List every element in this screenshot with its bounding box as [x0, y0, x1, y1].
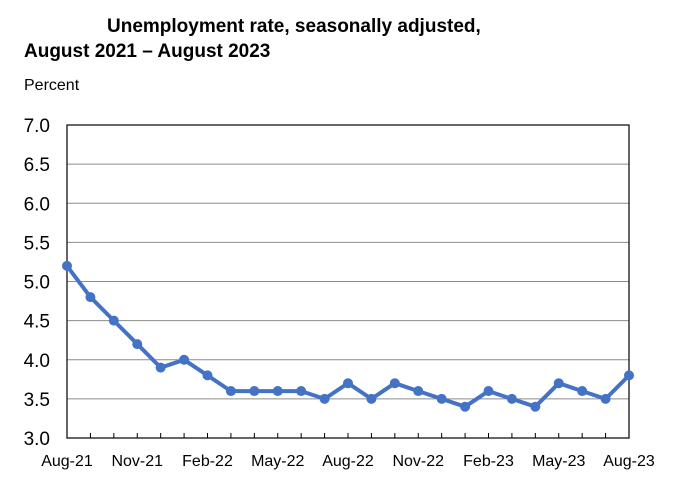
- chart-title-line-1: Unemployment rate, seasonally adjusted,: [107, 16, 481, 37]
- data-point: [506, 393, 517, 404]
- data-point: [624, 370, 634, 381]
- chart-title-line-2: August 2021 – August 2023: [24, 41, 271, 62]
- y-tick-label: 4.5: [24, 312, 50, 333]
- x-tick-label: Feb-22: [182, 453, 233, 470]
- data-point: [108, 315, 119, 326]
- x-tick-label: Aug-21: [41, 453, 93, 470]
- data-point: [225, 386, 236, 397]
- data-point: [553, 378, 564, 389]
- data-point: [483, 386, 494, 397]
- data-point: [249, 386, 260, 397]
- axes: [66, 124, 630, 439]
- data-point: [155, 362, 166, 373]
- data-point: [343, 378, 353, 389]
- y-tick-label: 3.5: [24, 390, 50, 411]
- x-tick-label: Feb-23: [463, 453, 514, 470]
- x-tick-label: Nov-22: [392, 453, 444, 470]
- gridlines: [67, 163, 629, 400]
- y-tick-label: 3.0: [24, 429, 50, 450]
- chart-title: Unemployment rate, seasonally adjusted, …: [24, 14, 481, 64]
- x-tick-label: May-23: [532, 453, 585, 470]
- data-point: [272, 386, 283, 397]
- y-tick-label: 6.0: [24, 194, 50, 215]
- data-point: [319, 393, 330, 404]
- data-point: [85, 292, 96, 303]
- data-point: [530, 401, 541, 412]
- data-point: [413, 386, 424, 397]
- data-point: [202, 370, 213, 381]
- data-point: [436, 393, 447, 404]
- y-axis-label: Percent: [24, 77, 80, 94]
- x-tick-labels: Aug-21 Nov-21 Feb-22 May-22 Aug-22 Nov-22 Feb-…: [41, 453, 655, 470]
- data-point: [132, 339, 143, 350]
- series-unemployment-rate: [62, 260, 634, 412]
- data-point: [296, 386, 307, 397]
- data-point: [366, 393, 377, 404]
- data-point: [179, 354, 190, 365]
- data-point: [577, 386, 588, 397]
- y-tick-label: 6.5: [24, 155, 50, 176]
- y-tick-labels: 3.0 3.5 4.0 4.5 5.0 5.5 6.0 6.5 7.0: [24, 116, 50, 450]
- data-point: [600, 393, 611, 404]
- x-tick-label: Aug-22: [322, 453, 374, 470]
- data-point: [389, 378, 400, 389]
- y-tick-label: 7.0: [24, 116, 50, 137]
- x-tick-label: Nov-21: [111, 453, 163, 470]
- data-point: [62, 260, 72, 271]
- y-tick-label: 5.0: [24, 273, 50, 294]
- y-tick-label: 5.5: [24, 233, 50, 254]
- data-point: [460, 401, 471, 412]
- y-tick-label: 4.0: [24, 351, 50, 372]
- x-tick-label: May-22: [251, 453, 304, 470]
- x-tick-label: Aug-23: [603, 453, 655, 470]
